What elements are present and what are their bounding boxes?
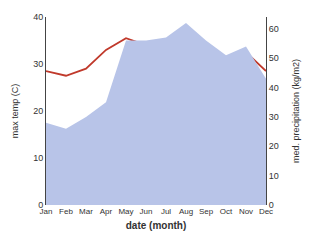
svg-text:60: 60 bbox=[269, 24, 279, 34]
svg-text:Dec: Dec bbox=[259, 207, 273, 216]
svg-text:Jun: Jun bbox=[140, 207, 153, 216]
svg-text:May: May bbox=[118, 207, 133, 216]
svg-text:40: 40 bbox=[269, 83, 279, 93]
svg-text:Jan: Jan bbox=[40, 207, 53, 216]
svg-text:50: 50 bbox=[269, 53, 279, 63]
svg-text:20: 20 bbox=[269, 141, 279, 151]
svg-text:Sep: Sep bbox=[199, 207, 214, 216]
svg-text:40: 40 bbox=[33, 12, 43, 22]
svg-text:0: 0 bbox=[269, 200, 274, 210]
svg-text:30: 30 bbox=[33, 59, 43, 69]
svg-text:Aug: Aug bbox=[179, 207, 193, 216]
svg-text:Apr: Apr bbox=[100, 207, 113, 216]
svg-text:Oct: Oct bbox=[220, 207, 233, 216]
svg-text:10: 10 bbox=[269, 171, 279, 181]
svg-text:20: 20 bbox=[33, 106, 43, 116]
svg-text:Feb: Feb bbox=[59, 207, 73, 216]
svg-text:date (month): date (month) bbox=[126, 220, 187, 231]
svg-text:30: 30 bbox=[269, 112, 279, 122]
svg-text:Mar: Mar bbox=[79, 207, 93, 216]
svg-text:0: 0 bbox=[38, 200, 43, 210]
svg-text:max temp (C): max temp (C) bbox=[10, 84, 20, 139]
svg-text:Nov: Nov bbox=[239, 207, 253, 216]
svg-text:Jul: Jul bbox=[161, 207, 171, 216]
svg-text:10: 10 bbox=[33, 153, 43, 163]
svg-text:med. precipitation (kg/m2): med. precipitation (kg/m2) bbox=[291, 59, 301, 163]
